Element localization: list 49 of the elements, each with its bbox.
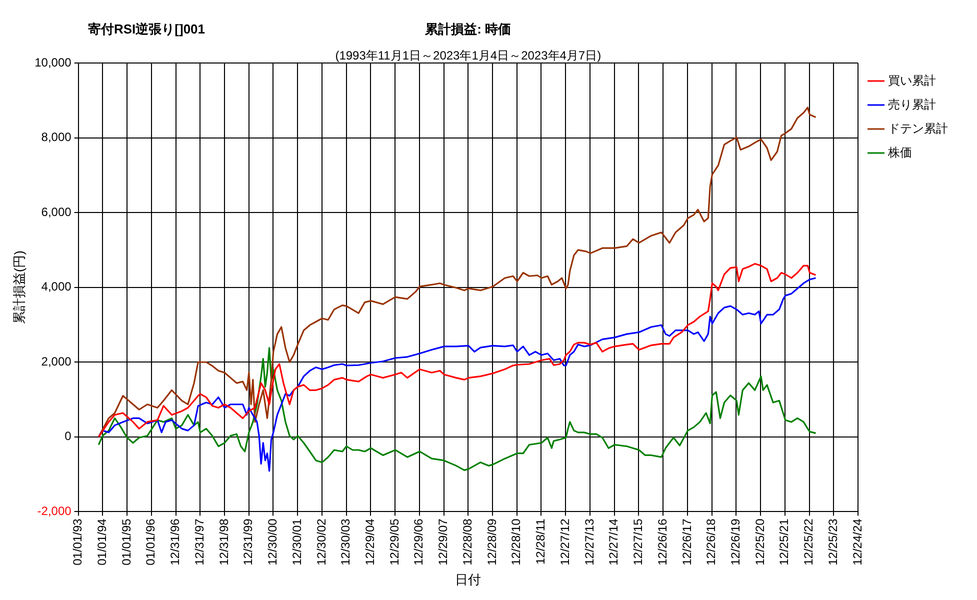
- x-tick-label: 12/26/18: [704, 518, 718, 566]
- x-tick-label: 01/01/95: [119, 518, 134, 566]
- x-tick-label: 12/28/10: [509, 518, 524, 566]
- x-tick-label: 12/31/99: [241, 518, 256, 566]
- y-tick-label: 4,000: [41, 280, 72, 294]
- x-tick-label: 12/28/09: [484, 518, 499, 566]
- chart-subtitle: (1993年11月1日～2023年1月4日～2023年4月7日): [335, 48, 602, 62]
- x-tick-label: 12/29/06: [412, 518, 426, 566]
- x-tick-label: 12/26/17: [680, 518, 694, 566]
- x-tick-label: 12/25/21: [777, 518, 792, 566]
- text: 寄付RSI逆張り[]001: [88, 22, 206, 37]
- x-tick-label: 12/27/12: [558, 518, 572, 566]
- x-tick-label: 12/28/11: [534, 518, 548, 565]
- x-tick-label: 12/30/03: [338, 518, 353, 566]
- y-axis-title: 累計損益(円): [11, 250, 26, 324]
- x-axis-title: 日付: [455, 572, 482, 587]
- x-tick-label: 12/31/96: [168, 518, 182, 566]
- x-tick-label: 12/27/15: [631, 518, 646, 566]
- x-tick-label: 12/29/04: [363, 518, 377, 566]
- x-tick-label: 12/25/22: [802, 518, 816, 566]
- x-tick-label: 12/27/14: [606, 518, 621, 566]
- y-tick-label: 2,000: [41, 354, 72, 368]
- x-tick-label: 12/29/05: [387, 518, 402, 566]
- x-tick-label: 12/30/00: [266, 518, 280, 566]
- y-tick-label: 6,000: [41, 204, 72, 219]
- legend-label: 買い累計: [888, 73, 936, 88]
- x-tick-label: 12/31/98: [216, 518, 231, 566]
- y-tick-label: 8,000: [41, 130, 72, 144]
- x-tick-label: 12/30/01: [290, 518, 304, 566]
- y-tick-label: -2,000: [37, 504, 72, 518]
- x-tick-label: 12/24/24: [850, 518, 864, 566]
- legend-label: ドテン累計: [888, 121, 948, 136]
- x-tick-label: 12/27/13: [582, 518, 596, 566]
- legend-label: 株価: [887, 145, 912, 160]
- y-tick-label: 0: [64, 429, 72, 444]
- legend-label: 売り累計: [888, 97, 936, 112]
- chart-title: 累計損益: 時価: [424, 22, 512, 37]
- x-tick-label: 01/01/96: [144, 518, 158, 566]
- x-tick-label: 01/01/94: [94, 518, 109, 566]
- x-tick-label: 01/01/93: [70, 518, 85, 566]
- y-tick-label: 10,000: [34, 55, 72, 70]
- x-tick-label: 12/25/20: [752, 518, 767, 566]
- x-tick-label: 12/25/23: [826, 518, 840, 566]
- x-tick-label: 12/26/19: [728, 518, 742, 566]
- x-tick-label: 12/26/16: [655, 518, 670, 566]
- x-tick-label: 12/29/07: [436, 518, 450, 566]
- x-tick-label: 12/31/97: [192, 518, 206, 566]
- x-tick-label: 12/30/02: [314, 518, 328, 566]
- x-tick-label: 12/28/08: [460, 518, 474, 566]
